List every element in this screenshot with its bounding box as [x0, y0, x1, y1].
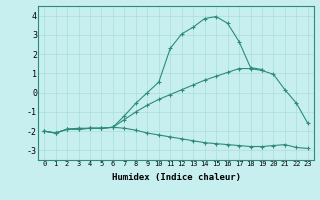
- X-axis label: Humidex (Indice chaleur): Humidex (Indice chaleur): [111, 173, 241, 182]
